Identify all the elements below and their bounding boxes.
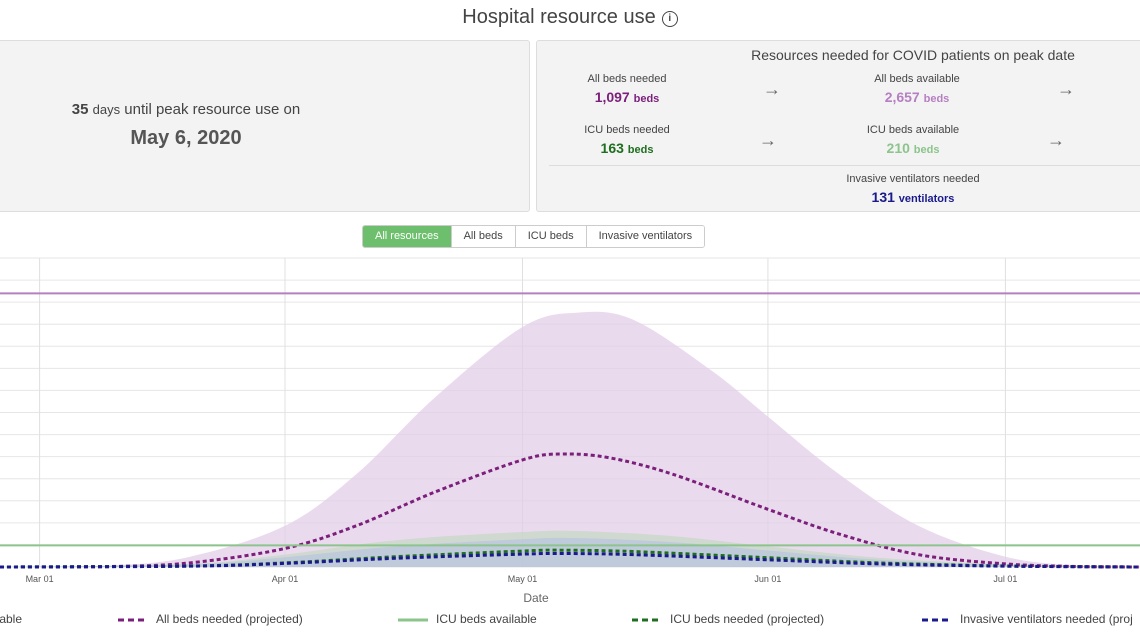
legend-label: Invasive ventilators needed (proj [960,612,1133,626]
x-tick-label: Apr 01 [272,574,299,584]
legend-item-icu-beds-available[interactable]: ICU beds available [398,612,537,626]
dashed-line-swatch-icon [922,618,952,622]
icu-beds-available-value: 210 [886,140,910,156]
divider [549,165,1140,166]
all-beds-needed-label: All beds needed [587,73,667,85]
x-tick-label: Mar 01 [26,574,54,584]
all-beds-available-stat: All beds available 2,657 beds [837,73,997,105]
legend-label: ICU beds needed (projected) [670,612,825,626]
all-beds-available-value-row: 2,657 beds [837,89,997,105]
icu-beds-needed-label: ICU beds needed [584,124,670,136]
icu-beds-needed-stat: ICU beds needed 163 beds [547,124,707,156]
all-beds-available-unit: beds [923,93,950,105]
ventilators-needed-label: Invasive ventilators needed [846,173,980,185]
all-beds-needed-stat: All beds needed 1,097 beds [547,73,707,105]
peak-date: May 6, 2020 [130,127,242,149]
peak-days-unit: days [92,102,121,117]
arrow-right-icon: → [763,79,781,99]
legend-label: ilable [0,612,23,626]
arrow-right-icon: → [1057,79,1075,99]
icu-beds-available-label: ICU beds available [866,124,960,136]
tab-all-resources[interactable]: All resources [363,226,452,247]
dashed-line-swatch-icon [118,618,148,622]
ventilators-needed-value-row: 131 ventilators [811,189,1015,205]
chart-legend: ilable All beds needed (projected) ICU b… [0,612,1140,634]
icu-beds-needed-value-row: 163 beds [547,140,707,156]
tab-icu-beds[interactable]: ICU beds [515,226,587,247]
icu-beds-needed-value: 163 [600,140,624,156]
legend-label: ICU beds available [436,612,537,626]
all-beds-needed-uncertainty-band [0,311,1140,567]
ventilators-needed-stat: Invasive ventilators needed 131 ventilat… [811,173,1015,205]
chart-title: Hospital resource use i [0,6,1140,29]
tab-invasive-ventilators[interactable]: Invasive ventilators [586,226,705,247]
peak-summary-card: 35 days until peak resource use on May 6… [0,40,530,212]
icu-beds-available-value-row: 210 beds [833,140,993,156]
legend-label: All beds needed (projected) [156,612,303,626]
title-text: Hospital resource use [462,6,656,28]
legend-item-icu-beds-needed[interactable]: ICU beds needed (projected) [632,612,824,626]
info-icon[interactable]: i [661,11,678,27]
all-beds-needed-value-row: 1,097 beds [547,89,707,105]
peak-days: 35 [71,101,89,118]
tab-all-beds[interactable]: All beds [451,226,516,247]
all-beds-needed-line [0,452,1140,569]
ventilators-needed-value: 131 [871,189,895,205]
all-beds-available-label: All beds available [874,73,960,85]
x-tick-label: Jul 01 [993,574,1017,584]
icu-beds-available-unit: beds [913,144,940,156]
legend-item-all-beds-available[interactable]: ilable [0,612,22,626]
resources-title: Resources needed for COVID patients on p… [751,47,1075,63]
dashed-line-swatch-icon [632,618,662,622]
icu-beds-needed-unit: beds [627,144,654,156]
peak-text: until peak resource use on [124,101,301,118]
ventilators-needed-line [0,551,1140,569]
peak-line: 35 days until peak resource use on [31,101,341,118]
icu-beds-available-stat: ICU beds available 210 beds [833,124,993,156]
resources-card: Resources needed for COVID patients on p… [536,40,1140,212]
arrow-right-icon: → [759,130,777,150]
legend-item-ventilators-needed[interactable]: Invasive ventilators needed (proj [922,612,1133,626]
ventilators-needed-unit: ventilators [898,193,955,205]
x-axis-label: Date [523,591,549,605]
resource-tabs: All resources All beds ICU beds Invasive… [362,225,706,248]
solid-line-swatch-icon [398,618,428,622]
x-tick-label: Jun 01 [754,574,781,584]
arrow-right-icon: → [1047,130,1065,150]
x-tick-label: May 01 [508,574,538,584]
all-beds-needed-value: 1,097 [594,89,630,105]
legend-item-all-beds-needed[interactable]: All beds needed (projected) [118,612,303,626]
all-beds-available-value: 2,657 [884,89,920,105]
all-beds-needed-unit: beds [633,93,660,105]
